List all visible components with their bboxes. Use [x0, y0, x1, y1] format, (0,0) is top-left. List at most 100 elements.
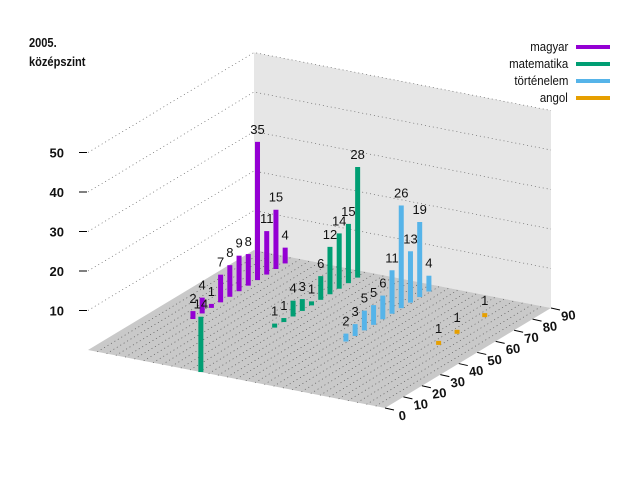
bar-matematika	[281, 318, 287, 323]
title-line-1: 2005.	[29, 35, 57, 50]
z-tick-label: 30	[50, 225, 64, 240]
floor-grid-line	[254, 282, 422, 383]
floor-grid-line	[273, 285, 440, 387]
bar-történelem	[389, 270, 395, 314]
x-tick-label: 90	[560, 307, 576, 324]
floor-grid-line	[356, 302, 524, 403]
legend-item-tortenelem: történelem	[501, 72, 610, 89]
bar-magyar	[218, 274, 224, 303]
bar-label: 1	[271, 304, 278, 319]
z-tick-label: 10	[50, 304, 64, 319]
z-grid-line	[87, 210, 552, 311]
bar-történelem	[352, 324, 358, 336]
bar-label: 11	[260, 211, 274, 226]
floor-grid-line	[97, 251, 264, 353]
x-tick-label: 0	[398, 408, 407, 424]
bar-label: 13	[403, 231, 417, 246]
bar-label: 28	[350, 147, 364, 162]
x-tick-label: 40	[468, 363, 484, 380]
floor-grid-line	[227, 276, 394, 378]
bar-történelem	[426, 275, 432, 292]
bar-matematika	[327, 246, 333, 295]
bar-label: 12	[323, 227, 337, 242]
legend-swatch	[576, 61, 610, 66]
bar-label: 1	[481, 293, 488, 308]
bar-matematika	[309, 301, 315, 306]
bar-label: 11	[385, 250, 399, 265]
z-grid-line	[87, 91, 552, 193]
bar-matematika	[272, 323, 278, 328]
x-tick	[384, 407, 395, 411]
bar-magyar	[264, 231, 270, 275]
z-grid-line	[87, 131, 552, 232]
floor-grid-line	[245, 280, 412, 382]
z-grid-line	[87, 52, 552, 153]
floor-grid-line	[375, 305, 542, 407]
bar-label: 3	[299, 279, 306, 294]
floor-grid-line	[236, 278, 403, 380]
bar-angol	[454, 329, 460, 334]
legend-label: angol	[540, 90, 568, 105]
bar-magyar	[282, 247, 288, 264]
x-tick	[495, 340, 505, 344]
bar-label: 19	[412, 202, 426, 217]
x-tick	[403, 396, 413, 400]
bar-matematika	[299, 299, 305, 311]
x-tick	[458, 363, 468, 367]
floor-grid-line	[319, 295, 487, 396]
bar-label: 7	[217, 255, 224, 270]
legend-item-matematika: matematika	[501, 55, 610, 72]
bar-magyar	[208, 303, 214, 308]
bar-label: 4	[289, 281, 296, 296]
floor-grid-line	[310, 293, 477, 394]
bar-matematika	[318, 276, 324, 300]
bar-matematika	[198, 316, 204, 373]
bar-magyar	[273, 209, 279, 269]
bar-történelem	[407, 251, 413, 303]
bar-label: 15	[341, 204, 355, 219]
bar-magyar	[255, 141, 261, 281]
title-line-2: középszint	[29, 54, 86, 69]
bar-label: 6	[317, 256, 324, 271]
bar-matematika	[355, 166, 361, 278]
floor-grid-line	[143, 260, 310, 362]
bar-magyar	[236, 255, 242, 292]
floor-grid-line	[180, 267, 347, 369]
bar-label: 8	[226, 245, 233, 260]
bar-label: 2	[189, 291, 196, 306]
bar-label: 1	[308, 281, 315, 296]
legend-swatch	[576, 78, 610, 83]
bar-label: 4	[425, 256, 432, 271]
floor-grid-line	[292, 289, 459, 391]
x-tick	[477, 351, 487, 355]
bar-label: 15	[269, 190, 283, 205]
bar-történelem	[398, 205, 404, 309]
floor-grid-line	[115, 255, 283, 356]
x-tick-label: 50	[486, 352, 502, 369]
floor-grid-line	[208, 273, 375, 374]
chart-title: 2005. középszint	[29, 33, 85, 71]
z-tick-label: 50	[50, 146, 64, 161]
bar-label: 14	[194, 297, 208, 312]
x-tick	[550, 307, 561, 311]
floor-grid-line	[217, 275, 385, 376]
back-wall	[254, 52, 551, 308]
floor-grid-line	[152, 262, 320, 363]
bar-label: 26	[394, 185, 408, 200]
bar-magyar	[199, 297, 205, 314]
legend-label: magyar	[529, 39, 568, 54]
bar-label: 2	[342, 314, 349, 329]
bar-történelem	[361, 310, 367, 331]
legend-item-angol: angol	[501, 89, 610, 106]
legend-item-magyar: magyar	[501, 38, 610, 55]
bar-magyar	[245, 254, 251, 286]
bar-magyar	[227, 265, 233, 297]
legend-label: történelem	[513, 73, 568, 88]
bar-label: 6	[379, 276, 386, 291]
bar-angol	[482, 313, 488, 318]
x-tick-label: 10	[413, 396, 429, 413]
bar-label: 1	[453, 310, 460, 325]
bar-matematika	[345, 223, 351, 284]
bar-angol	[436, 340, 442, 345]
